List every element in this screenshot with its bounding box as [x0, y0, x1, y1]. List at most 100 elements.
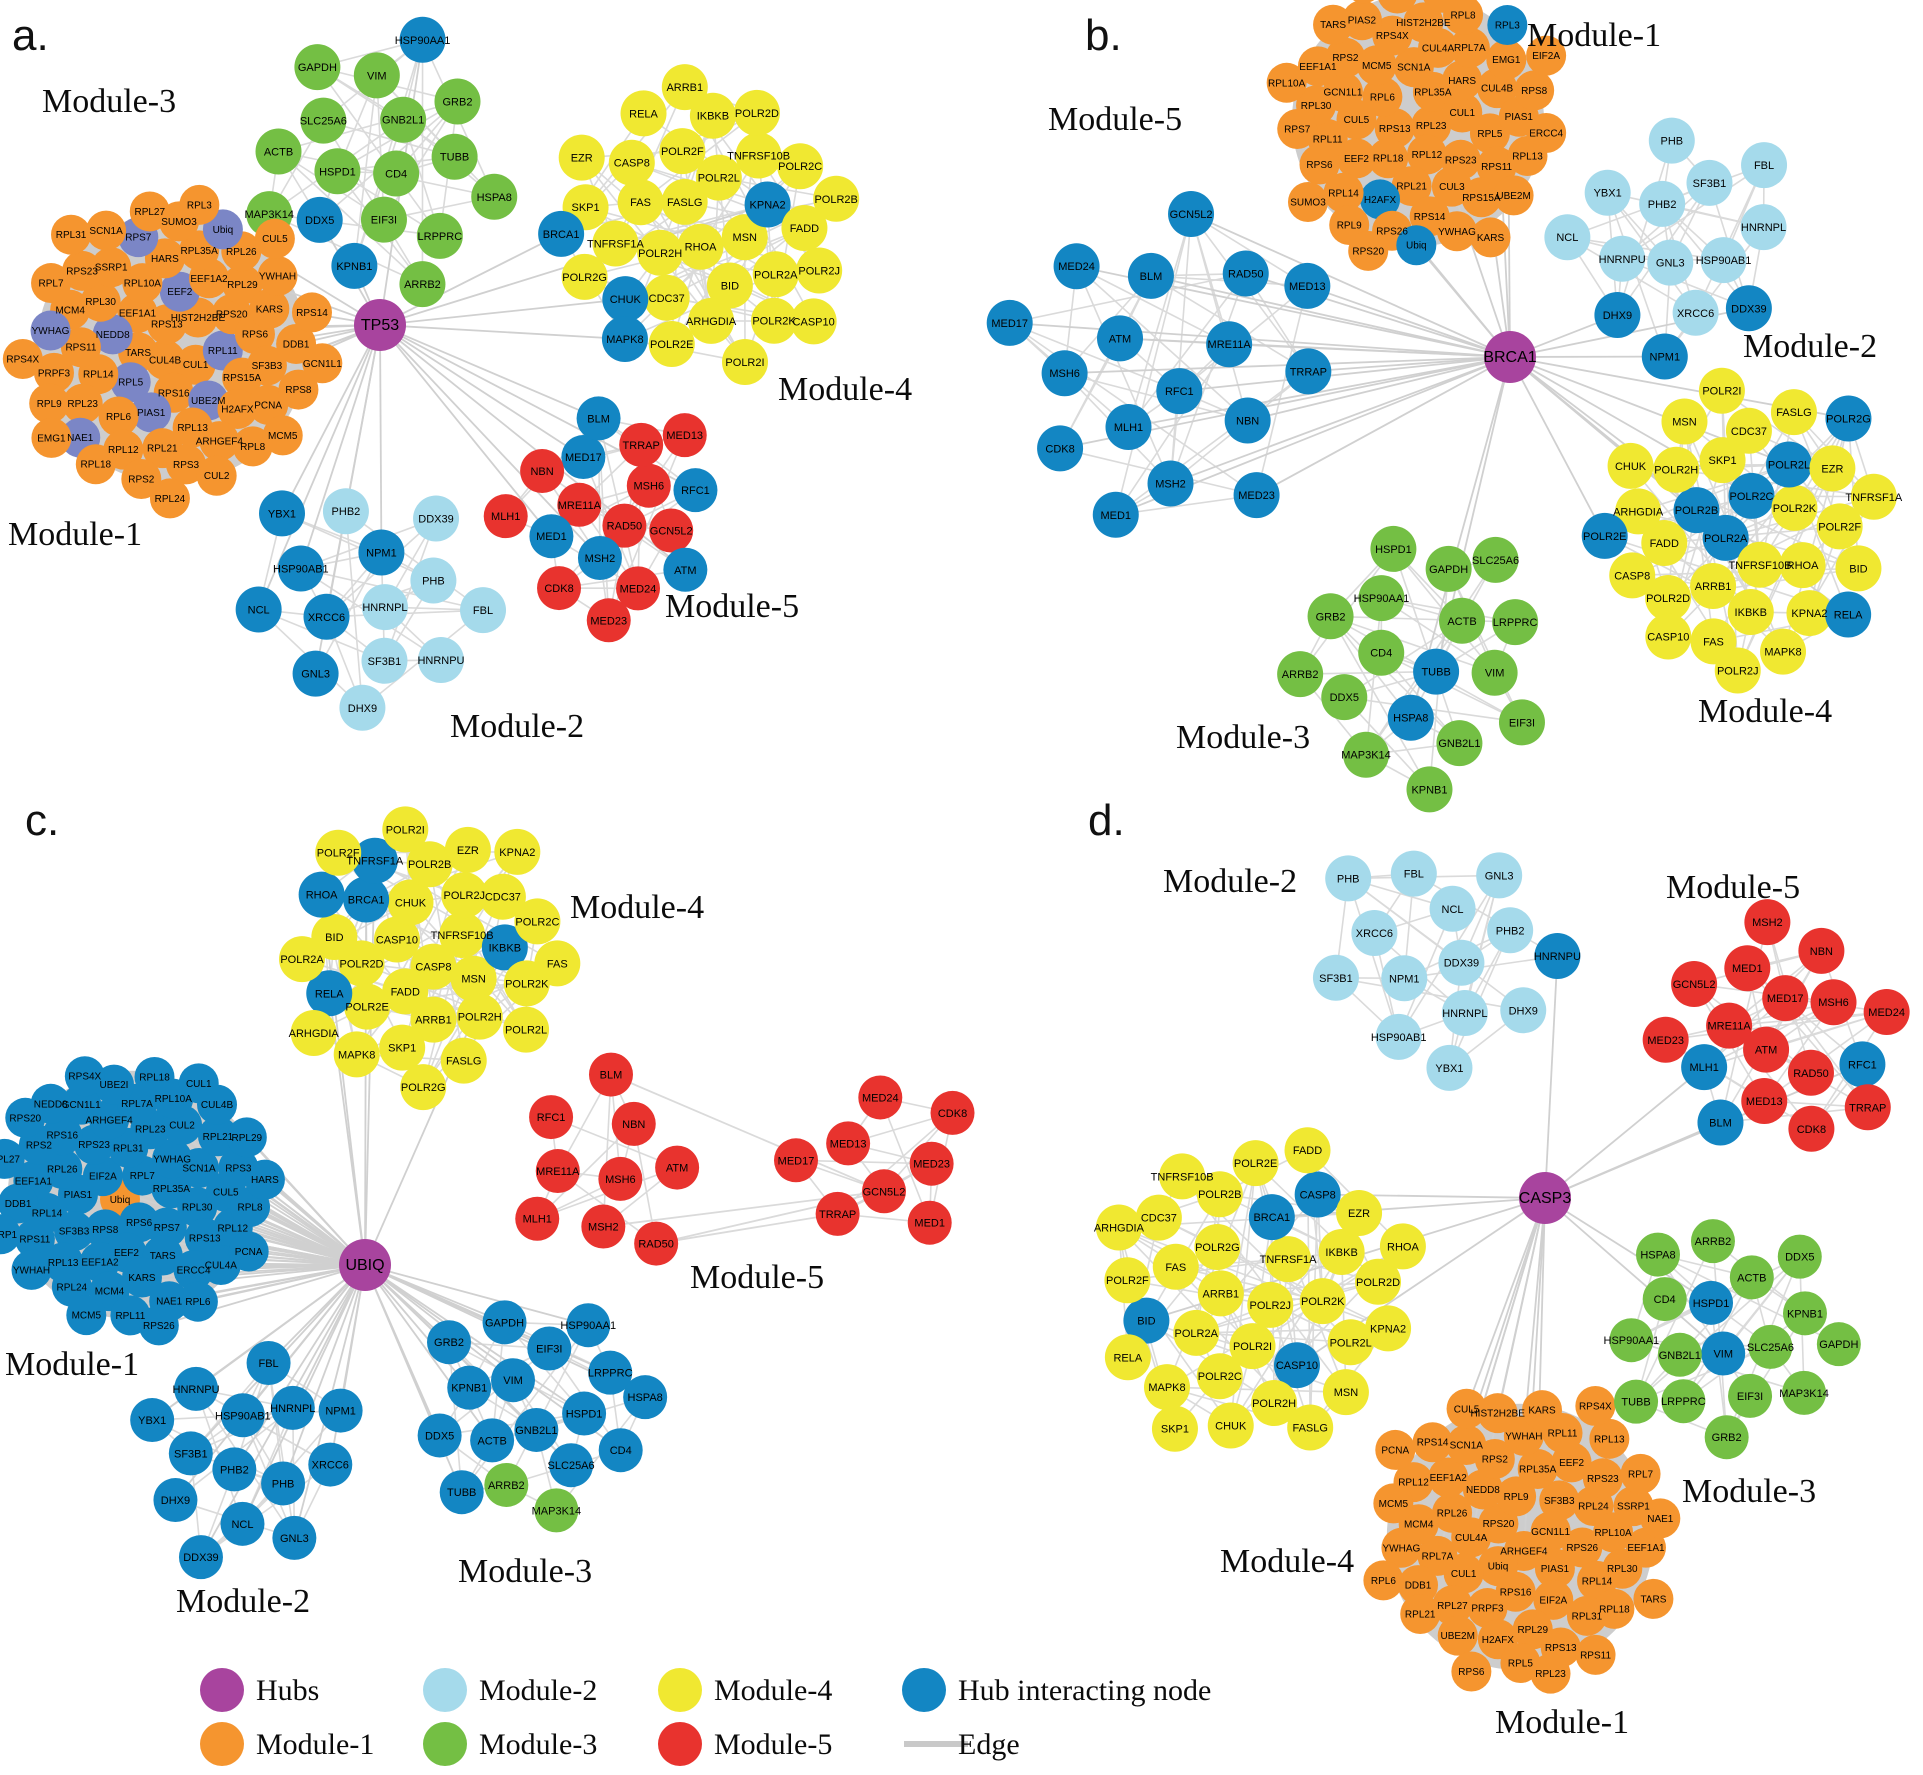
gene-label: HSPD1 [1375, 544, 1412, 556]
gene-label: MED13 [1746, 1096, 1783, 1108]
gene-node [592, 220, 639, 267]
gene-label: RPS6 [1306, 160, 1333, 171]
gene-label: SSRP1 [0, 1230, 18, 1241]
gene-node [529, 514, 574, 559]
gene-node [598, 1428, 643, 1473]
gene-node [1105, 404, 1152, 451]
legend-swatch-module2 [423, 1668, 467, 1712]
gene-node [291, 292, 332, 333]
gene-node [1277, 651, 1324, 698]
edge [795, 1159, 932, 1165]
edge [1076, 265, 1249, 422]
gene-label: RPS14 [1417, 1438, 1449, 1449]
edge [1567, 236, 1724, 261]
gene-label: NPM1 [325, 1406, 356, 1418]
gene-label: RPL6 [1371, 1576, 1396, 1587]
gene-node [1476, 852, 1523, 899]
gene-label: RPL31 [1572, 1611, 1603, 1622]
gene-label: HSPD1 [319, 166, 356, 178]
gene-node [1348, 230, 1389, 271]
gene-node [774, 1138, 819, 1183]
gene-label: RPS14 [1414, 212, 1446, 223]
hub-edge [1544, 955, 1559, 1199]
gene-node [721, 339, 768, 386]
gene-label: BLM [1140, 271, 1163, 283]
gene-node [744, 181, 791, 228]
gene-node [862, 1169, 907, 1214]
gene-label: MED13 [830, 1138, 867, 1150]
gene-node [586, 598, 631, 643]
hub-edge [233, 1264, 366, 1470]
gene-label: RPL26 [226, 247, 257, 258]
gene-label: CUL1 [186, 1079, 212, 1090]
gene-label: EIF2A [1539, 1595, 1567, 1606]
hub-edge [1128, 356, 1511, 428]
gene-label: RPS20 [216, 310, 248, 321]
gene-label: RPL27 [0, 1154, 20, 1165]
gene-label: MED23 [1647, 1035, 1684, 1047]
gene-label: RPS8 [1521, 86, 1548, 97]
gene-label: MED17 [991, 318, 1028, 330]
gene-label: POLR2H [638, 248, 682, 260]
gene-node [796, 247, 843, 294]
gene-node [1562, 1527, 1603, 1568]
gene-node [1325, 855, 1372, 902]
gene-label: DDX39 [1731, 303, 1766, 315]
gene-label: EZR [1348, 1208, 1370, 1220]
gene-node [986, 299, 1033, 346]
gene-node [673, 468, 718, 513]
gene-node [322, 488, 369, 535]
gene-label: POLR2F [1818, 521, 1861, 533]
gene-label: FAS [1165, 1262, 1186, 1274]
gene-label: NAE1 [1647, 1514, 1674, 1525]
gene-node [1355, 1258, 1402, 1305]
gene-label: RPS23 [1445, 155, 1477, 166]
gene-label: TARS [125, 348, 151, 359]
module-label: Module-5 [1048, 101, 1182, 138]
hub-edge [1307, 285, 1511, 358]
legend-swatch-module4 [658, 1668, 702, 1712]
gene-label: BLM [600, 1070, 623, 1082]
hub-node [354, 299, 406, 351]
gene-label: SF3B1 [1693, 178, 1727, 190]
gene-node [1782, 1370, 1827, 1415]
legend-swatch-hub [200, 1668, 244, 1712]
gene-label: MCM4 [1404, 1520, 1434, 1531]
gene-label: LRPPRC [1493, 617, 1538, 629]
gene-node [1451, 1651, 1492, 1692]
legend-label: Module-3 [479, 1728, 597, 1761]
gene-node [179, 184, 220, 225]
gene-label: POLR2F [317, 848, 360, 860]
gene-label: RPS13 [189, 1234, 221, 1245]
edge [1158, 1216, 1324, 1302]
gene-node [1642, 1277, 1687, 1322]
hub-label: UBIQ [345, 1257, 384, 1274]
gene-node [1104, 1334, 1151, 1381]
gene-label: POLR2D [1356, 1277, 1400, 1289]
gene-label: DDB1 [5, 1199, 32, 1210]
gene-node [1594, 1588, 1635, 1629]
gene-label: GNB2L1 [382, 115, 424, 127]
gene-label: KARS [256, 304, 284, 315]
gene-node [1539, 1480, 1580, 1521]
gene-label: MED24 [1058, 261, 1095, 273]
gene-label: RPL23 [1416, 121, 1447, 132]
gene-label: MED23 [590, 615, 627, 627]
gene-node [373, 916, 420, 963]
gene-label: MAPK8 [606, 334, 643, 346]
gene-label: RPL13 [177, 423, 208, 434]
gene-node [1400, 1594, 1441, 1635]
gene-label: POLR2C [778, 161, 822, 173]
gene-label: ERCC4 [177, 1266, 211, 1277]
gene-label: NCL [1556, 232, 1578, 244]
gene-node [1594, 292, 1641, 339]
gene-label: FADD [391, 986, 420, 998]
gene-label: GAPDH [485, 1317, 524, 1329]
gene-label: CHUK [1615, 461, 1647, 473]
gene-node [1375, 1429, 1416, 1470]
gene-label: ACTB [1447, 616, 1476, 628]
hub-edge [1544, 1121, 1721, 1199]
gene-node [460, 587, 507, 634]
gene-label: VIM [503, 1375, 523, 1387]
gene-node [1641, 333, 1688, 380]
